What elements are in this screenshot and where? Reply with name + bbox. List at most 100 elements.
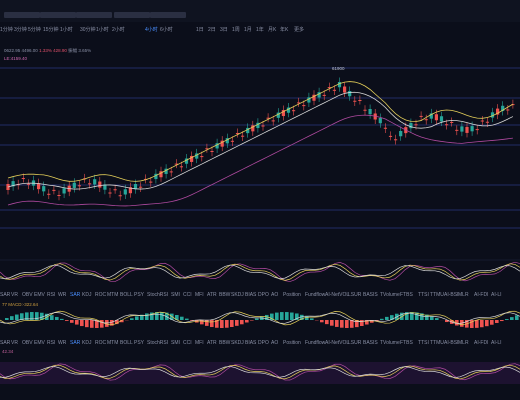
indicator-tab-ai-fdi[interactable]: AI-FDI (474, 292, 489, 298)
indicator-tab-mtm[interactable]: MTM (107, 292, 119, 298)
timeframe-9[interactable]: 6小时 (160, 27, 173, 33)
indicator-tab-ai-li[interactable]: AI-LI (491, 292, 502, 298)
indicator-tab-vr[interactable]: VR (11, 292, 18, 298)
ticker-tab[interactable] (76, 12, 112, 20)
indicator-tab-mlr[interactable]: MLR (458, 292, 469, 298)
timeframe-2[interactable]: 5分钟 (28, 27, 41, 33)
indicator-tab-smi[interactable]: SMI (171, 292, 180, 298)
macd-bar (105, 320, 109, 327)
ticker-tab[interactable] (40, 12, 76, 20)
indicator-tab-psy[interactable]: PSY (134, 340, 145, 346)
indicator-tab-basis[interactable]: BASIS (363, 292, 378, 298)
indicator-tab-bbw[interactable]: BBW (219, 292, 231, 298)
indicator-tab-ai-netvol[interactable]: AI-NetVOL (325, 292, 350, 298)
timeframe-17[interactable]: 年K (280, 27, 289, 33)
ticker-tab[interactable] (114, 12, 150, 20)
indicator-tab-tvolume[interactable]: TVolume (380, 292, 400, 298)
indicator-tab-mlr[interactable]: MLR (458, 340, 469, 346)
indicator-tab-position[interactable]: Position (283, 340, 301, 346)
indicator-tab-position[interactable]: Position (283, 292, 301, 298)
indicator-tab-rsi[interactable]: RSI (47, 292, 56, 298)
timeframe-13[interactable]: 1周 (232, 27, 240, 33)
ticker-tab[interactable] (4, 12, 40, 20)
indicator-tab-mfi[interactable]: MFI (195, 340, 204, 346)
indicator-tab-obv[interactable]: OBV (22, 292, 33, 298)
indicator-tab-ttmu[interactable]: TTMU (430, 340, 444, 346)
indicator-tab-obv[interactable]: OBV (22, 340, 33, 346)
indicator-tab-bbw[interactable]: BBW (219, 340, 231, 346)
timeframe-18[interactable]: 更多 (294, 27, 305, 33)
indicator-tab-sar[interactable]: SAR (70, 340, 81, 346)
indicator-tab-stochrsi[interactable]: StochRSI (147, 340, 169, 346)
indicator-tab-ftbs[interactable]: FTBS (400, 292, 413, 298)
indicator-tab-tvolume[interactable]: TVolume (380, 340, 400, 346)
indicator-tab-roc[interactable]: ROC (95, 292, 107, 298)
indicator-tab-emv[interactable]: EMV (34, 340, 45, 346)
indicator-tab-sar[interactable]: SAR (0, 340, 11, 346)
indicator-tab-ttsi[interactable]: TTSI (418, 292, 429, 298)
timeframe-3[interactable]: 15分钟 (43, 27, 59, 33)
indicator-tab-ai-li[interactable]: AI-LI (491, 340, 502, 346)
indicator-tab-lsur[interactable]: LSUR (348, 292, 362, 298)
timeframe-7[interactable]: 2小时 (112, 27, 125, 33)
indicator-tab-ai-bsi[interactable]: AI-BSI (444, 340, 459, 346)
indicator-tab-bias[interactable]: BIAS (245, 340, 257, 346)
timeframe-5[interactable]: 30分钟 (80, 27, 96, 33)
indicator-tab-emv[interactable]: EMV (34, 292, 45, 298)
indicator-tab-wr[interactable]: WR (58, 340, 67, 346)
indicator-tab-atr[interactable]: ATR (207, 340, 217, 346)
indicator-tab-ttmu[interactable]: TTMU (430, 292, 444, 298)
timeframe-11[interactable]: 2日 (208, 27, 216, 33)
indicator-tab-psy[interactable]: PSY (134, 292, 145, 298)
indicator-tab-dpo[interactable]: DPO (258, 292, 269, 298)
indicator-tab-ao[interactable]: AO (271, 292, 279, 298)
timeframe-1[interactable]: 3分钟 (14, 27, 27, 33)
indicator-tab-boll[interactable]: BOLL (120, 292, 133, 298)
indicator-tab-vr[interactable]: VR (11, 340, 18, 346)
indicator-tab-ao[interactable]: AO (271, 340, 279, 346)
indicator-tab-stochrsi[interactable]: StochRSI (147, 292, 169, 298)
indicator-tab-sar[interactable]: SAR (70, 292, 81, 298)
indicator-tab-wr[interactable]: WR (58, 292, 67, 298)
indicator-tab-fundflow[interactable]: Fundflow (305, 340, 326, 346)
indicator-tab-fundflow[interactable]: Fundflow (305, 292, 326, 298)
timeframe-14[interactable]: 1月 (244, 27, 252, 33)
timeframe-10[interactable]: 1日 (196, 27, 204, 33)
indicator-tab-ftbs[interactable]: FTBS (400, 340, 413, 346)
indicator-tab-mfi[interactable]: MFI (195, 292, 204, 298)
indicator-tab-boll[interactable]: BOLL (120, 340, 133, 346)
macd-bar (115, 320, 119, 325)
indicator-tab-skdj[interactable]: SKDJ (231, 292, 244, 298)
indicator-tab-mtm[interactable]: MTM (107, 340, 119, 346)
indicator-tab-bias[interactable]: BIAS (245, 292, 257, 298)
indicator-tab-smi[interactable]: SMI (171, 340, 180, 346)
macd-bar (385, 316, 389, 320)
timeframe-0[interactable]: 1分钟 (0, 27, 13, 33)
timeframe-4[interactable]: 1小时 (60, 27, 73, 33)
timeframe-15[interactable]: 1年 (256, 27, 264, 33)
indicator-tab-kdj[interactable]: KDJ (82, 340, 92, 346)
indicator-tab-dpo[interactable]: DPO (258, 340, 269, 346)
indicator-tab-skdj[interactable]: SKDJ (231, 340, 244, 346)
indicator-tab-basis[interactable]: BASIS (363, 340, 378, 346)
indicator-tab-lsur[interactable]: LSUR (348, 340, 362, 346)
indicator-tab-roc[interactable]: ROC (95, 340, 107, 346)
ticker-tab[interactable] (150, 12, 186, 20)
indicator-tab-cci[interactable]: CCI (183, 292, 192, 298)
indicator-tab-atr[interactable]: ATR (207, 292, 217, 298)
indicator-tab-ai-bsi[interactable]: AI-BSI (444, 292, 459, 298)
indicator-tab-ttsi[interactable]: TTSI (418, 340, 429, 346)
indicator-tab-cci[interactable]: CCI (183, 340, 192, 346)
timeframe-16[interactable]: 月K (268, 27, 277, 33)
candle (251, 125, 255, 132)
timeframe-12[interactable]: 3日 (220, 27, 228, 33)
indicator-tab-ai-fdi[interactable]: AI-FDI (474, 340, 489, 346)
timeframe-8[interactable]: 4小时 (145, 27, 158, 33)
candle (292, 110, 296, 112)
indicator-tab-rsi[interactable]: RSI (47, 340, 56, 346)
timeframe-6[interactable]: 1小时 (96, 27, 109, 33)
indicator-tab-ai-netvol[interactable]: AI-NetVOL (325, 340, 350, 346)
indicator-tab-sar[interactable]: SAR (0, 292, 11, 298)
indicator-tab-kdj[interactable]: KDJ (82, 292, 92, 298)
